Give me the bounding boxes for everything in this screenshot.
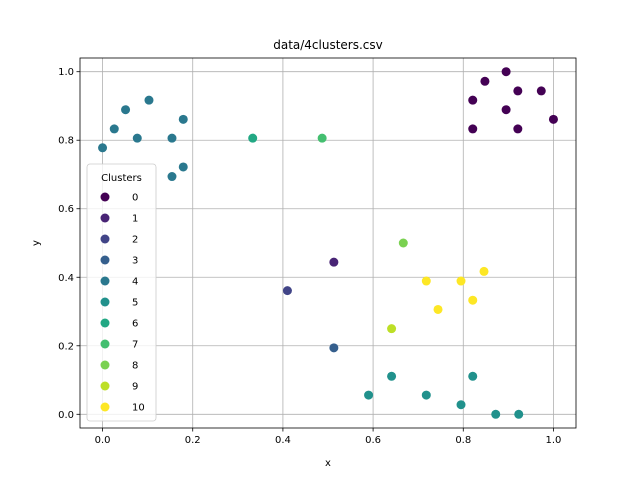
legend: Clusters 0 1 2 3 4 5 6 7 8 9 10 bbox=[86, 163, 157, 422]
y-axis-label: y bbox=[31, 240, 42, 246]
legend-label-cluster-9: 9 bbox=[132, 382, 138, 393]
x-axis-label: x bbox=[325, 458, 331, 469]
legend-label-cluster-0: 0 bbox=[132, 193, 138, 204]
cluster-5-point bbox=[491, 409, 501, 419]
legend-marker-cluster-2 bbox=[100, 234, 110, 244]
plot-frame bbox=[79, 57, 577, 429]
plot-area bbox=[80, 58, 576, 428]
legend-marker-cluster-3 bbox=[100, 255, 110, 265]
legend-box bbox=[86, 163, 157, 422]
x-tick-label: 0.4 bbox=[275, 435, 291, 446]
legend-label-cluster-10: 10 bbox=[132, 403, 145, 414]
x-tick-label: 1.0 bbox=[546, 435, 562, 446]
cluster-1-point bbox=[329, 257, 339, 267]
y-axis-ticks: 0.0 0.2 0.4 0.6 0.8 1.0 bbox=[58, 67, 80, 421]
legend-label-cluster-4: 4 bbox=[132, 277, 138, 288]
legend-label-cluster-2: 2 bbox=[132, 235, 138, 246]
legend-items: 0 1 2 3 4 5 6 7 8 9 10 bbox=[100, 192, 145, 414]
y-tick-label: 1.0 bbox=[58, 67, 74, 78]
cluster-10-point bbox=[433, 304, 443, 314]
cluster-0-point bbox=[548, 114, 558, 124]
y-tick-label: 0.0 bbox=[58, 410, 74, 421]
cluster-10-point bbox=[456, 276, 466, 286]
cluster-4-point bbox=[144, 95, 154, 105]
cluster-5-point bbox=[456, 400, 466, 410]
y-tick-label: 0.2 bbox=[58, 341, 74, 352]
cluster-0-point bbox=[501, 67, 511, 77]
cluster-5-point bbox=[421, 390, 431, 400]
cluster-5-point bbox=[364, 390, 374, 400]
legend-marker-cluster-0 bbox=[100, 192, 110, 202]
cluster-0-point bbox=[513, 124, 523, 134]
cluster-4-point bbox=[167, 133, 177, 143]
legend-label-cluster-8: 8 bbox=[132, 361, 138, 372]
x-tick-label: 0.6 bbox=[365, 435, 381, 446]
cluster-8-point bbox=[398, 238, 408, 248]
cluster-0-point bbox=[501, 105, 511, 115]
x-tick-label: 0.8 bbox=[455, 435, 471, 446]
cluster-4-point bbox=[121, 105, 131, 115]
legend-marker-cluster-10 bbox=[100, 402, 110, 412]
y-tick-label: 0.6 bbox=[58, 204, 74, 215]
legend-label-cluster-3: 3 bbox=[132, 256, 138, 267]
legend-label-cluster-1: 1 bbox=[132, 214, 138, 225]
cluster-4-point bbox=[132, 133, 142, 143]
legend-label-cluster-7: 7 bbox=[132, 340, 138, 351]
cluster-10-point bbox=[468, 295, 478, 305]
cluster-10-point bbox=[421, 276, 431, 286]
cluster-0-point bbox=[513, 86, 523, 96]
legend-marker-cluster-4 bbox=[100, 276, 110, 286]
cluster-2-point bbox=[282, 286, 292, 296]
x-tick-label: 0.2 bbox=[185, 435, 201, 446]
cluster-4-point bbox=[109, 124, 119, 134]
cluster-0-point bbox=[480, 76, 490, 86]
legend-marker-cluster-1 bbox=[100, 213, 110, 223]
cluster-6-point bbox=[248, 133, 258, 143]
cluster-4-point bbox=[178, 162, 188, 172]
cluster-5-point bbox=[468, 371, 478, 381]
cluster-0-point bbox=[468, 124, 478, 134]
y-tick-label: 0.4 bbox=[58, 273, 74, 284]
legend-marker-cluster-9 bbox=[100, 381, 110, 391]
y-tick-label: 0.8 bbox=[58, 136, 74, 147]
data-points bbox=[98, 67, 558, 419]
cluster-4-point bbox=[167, 172, 177, 182]
cluster-9-point bbox=[387, 324, 397, 334]
cluster-5-point bbox=[387, 371, 397, 381]
x-tick-label: 0.0 bbox=[95, 435, 111, 446]
cluster-0-point bbox=[468, 95, 478, 105]
chart-title: data/4clusters.csv bbox=[273, 38, 383, 52]
cluster-4-point bbox=[98, 143, 108, 153]
legend-label-cluster-6: 6 bbox=[132, 319, 138, 330]
x-axis-ticks: 0.0 0.2 0.4 0.6 0.8 1.0 bbox=[95, 428, 562, 446]
legend-label-cluster-5: 5 bbox=[132, 298, 138, 309]
legend-marker-cluster-5 bbox=[100, 297, 110, 307]
cluster-10-point bbox=[479, 266, 489, 276]
legend-marker-cluster-6 bbox=[100, 318, 110, 328]
cluster-3-point bbox=[329, 343, 339, 353]
cluster-5-point bbox=[514, 409, 524, 419]
cluster-7-point bbox=[317, 133, 327, 143]
legend-marker-cluster-7 bbox=[100, 339, 110, 349]
legend-marker-cluster-8 bbox=[100, 360, 110, 370]
cluster-0-point bbox=[536, 86, 546, 96]
cluster-4-point bbox=[178, 114, 188, 124]
legend-title: Clusters bbox=[101, 173, 142, 184]
